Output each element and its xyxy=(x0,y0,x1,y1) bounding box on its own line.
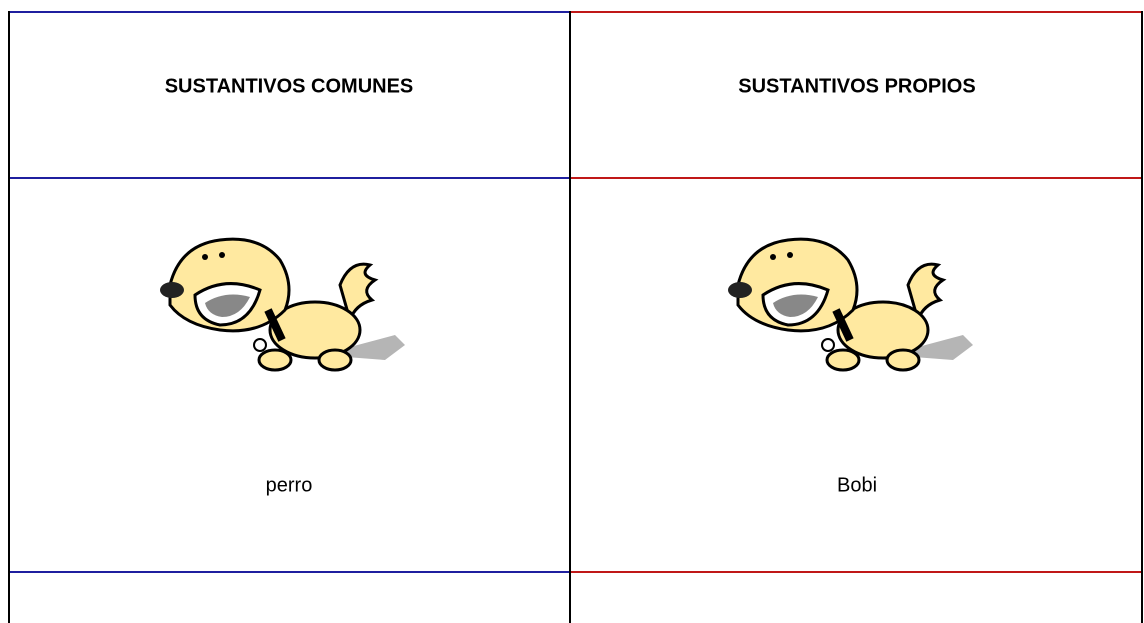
dog-image xyxy=(160,239,405,370)
cell-text: perro xyxy=(266,474,313,496)
dog-image xyxy=(728,239,973,370)
cell-text: Bobi xyxy=(837,474,877,496)
header: SUSTANTIVOS PROPIOS xyxy=(738,75,975,97)
header: SUSTANTIVOS COMUNES xyxy=(165,75,414,97)
